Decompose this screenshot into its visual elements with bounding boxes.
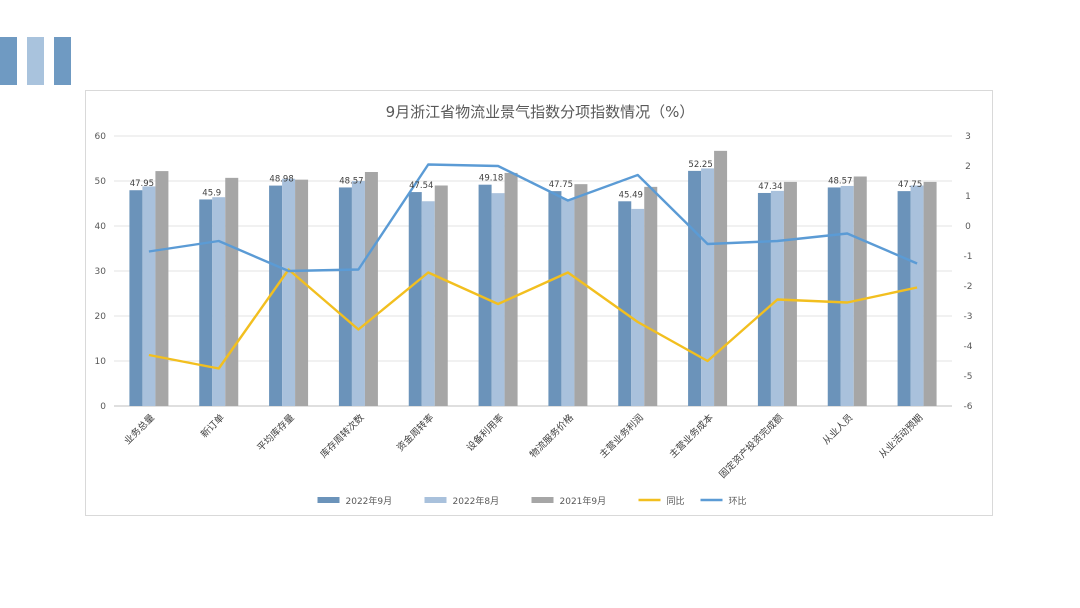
bar xyxy=(561,199,575,406)
left-axis-tick-label: 60 xyxy=(95,132,107,142)
left-axis-tick-label: 40 xyxy=(95,222,107,232)
legend-swatch xyxy=(317,497,340,503)
bar xyxy=(282,178,296,406)
legend-label: 2022年9月 xyxy=(346,495,393,507)
chart-title: 9月浙江省物流业景气指数分项指数情况（%） xyxy=(386,103,695,121)
category-label: 物流服务价格 xyxy=(527,411,576,460)
category-label: 新订单 xyxy=(198,411,227,440)
data-label: 48.57 xyxy=(339,176,363,186)
bar xyxy=(783,181,797,406)
bar xyxy=(701,168,715,406)
category-label: 业务总量 xyxy=(122,411,158,447)
bar xyxy=(504,172,518,406)
category-label: 设备利用率 xyxy=(464,411,506,453)
category-label: 从业活动预期 xyxy=(876,412,925,461)
bar xyxy=(408,192,422,406)
bar xyxy=(199,199,213,406)
bar xyxy=(910,185,924,406)
data-label: 47.34 xyxy=(758,182,782,192)
bar xyxy=(688,170,702,406)
left-axis-tick-label: 30 xyxy=(95,267,107,277)
right-axis-tick-label: -6 xyxy=(964,402,973,412)
right-axis-tick-label: -2 xyxy=(964,282,973,292)
decor-bar-2 xyxy=(27,37,44,85)
legend-swatch xyxy=(424,497,447,503)
bar xyxy=(491,193,505,406)
category-label: 资金周转率 xyxy=(394,411,436,453)
right-axis-tick-label: 2 xyxy=(965,162,971,172)
bar xyxy=(434,185,448,406)
bar xyxy=(574,184,588,406)
bar xyxy=(853,176,867,406)
bar xyxy=(269,185,283,406)
bar xyxy=(225,177,239,406)
data-label: 49.18 xyxy=(479,174,503,184)
chart-svg: 9月浙江省物流业景气指数分项指数情况（%） 47.95 45.9 48.98 48.5… xyxy=(95,103,973,507)
bar xyxy=(644,186,658,406)
left-axis-tick-label: 0 xyxy=(100,402,106,412)
data-label: 47.54 xyxy=(409,181,433,191)
data-label: 45.9 xyxy=(202,188,221,198)
decor-bar-3 xyxy=(54,37,71,85)
bar xyxy=(421,201,435,406)
data-label: 47.95 xyxy=(130,179,154,189)
data-label: 48.98 xyxy=(269,175,293,185)
right-axis-tick-label: -5 xyxy=(964,372,973,382)
left-axis-tick-label: 20 xyxy=(95,312,107,322)
legend-label: 同比 xyxy=(667,495,685,507)
bar xyxy=(923,181,937,406)
line-series xyxy=(148,163,918,273)
chart-panel: 9月浙江省物流业景气指数分项指数情况（%） 47.95 45.9 48.98 48.5… xyxy=(85,90,993,516)
bar xyxy=(295,179,309,406)
line-series xyxy=(148,268,918,370)
legend-label: 2021年9月 xyxy=(560,495,607,507)
right-axis-tick-label: -4 xyxy=(964,342,973,352)
category-label: 从业人员 xyxy=(821,412,856,447)
bar xyxy=(478,184,492,406)
bar xyxy=(631,208,645,406)
right-axis-tick-label: -1 xyxy=(964,252,973,262)
legend-label: 2022年8月 xyxy=(453,495,500,507)
data-label: 52.25 xyxy=(688,160,712,170)
right-axis-tick-label: 3 xyxy=(965,132,971,142)
category-label: 平均库存量 xyxy=(255,411,297,453)
data-label: 45.49 xyxy=(619,190,643,200)
right-axis-tick-label: 0 xyxy=(965,222,971,232)
bar xyxy=(548,191,562,406)
category-label: 固定资产投资完成额 xyxy=(717,411,786,480)
right-axis-tick-label: 1 xyxy=(965,192,971,202)
legend-swatch xyxy=(531,497,554,503)
data-label: 47.75 xyxy=(549,180,573,190)
decor-bar-1 xyxy=(0,37,17,85)
category-label: 主营业务利润 xyxy=(597,412,646,461)
right-axis-tick-label: -3 xyxy=(964,312,973,322)
bar xyxy=(212,197,226,406)
bar xyxy=(338,187,352,406)
category-label: 主营业务成本 xyxy=(667,411,716,460)
legend-label: 环比 xyxy=(729,495,747,507)
bar xyxy=(757,192,771,406)
bar xyxy=(155,171,169,406)
bar xyxy=(364,172,378,406)
bar xyxy=(897,191,911,406)
left-axis-tick-label: 50 xyxy=(95,177,107,187)
bar xyxy=(142,186,156,406)
bar xyxy=(618,201,632,406)
bar xyxy=(129,190,143,406)
bar xyxy=(827,187,841,406)
data-label: 47.75 xyxy=(898,180,922,190)
bar xyxy=(840,185,854,406)
data-label: 48.57 xyxy=(828,176,852,186)
category-label: 库存周转次数 xyxy=(318,411,367,460)
left-axis-tick-label: 10 xyxy=(95,357,107,367)
bar xyxy=(351,181,365,406)
bar xyxy=(714,150,728,406)
